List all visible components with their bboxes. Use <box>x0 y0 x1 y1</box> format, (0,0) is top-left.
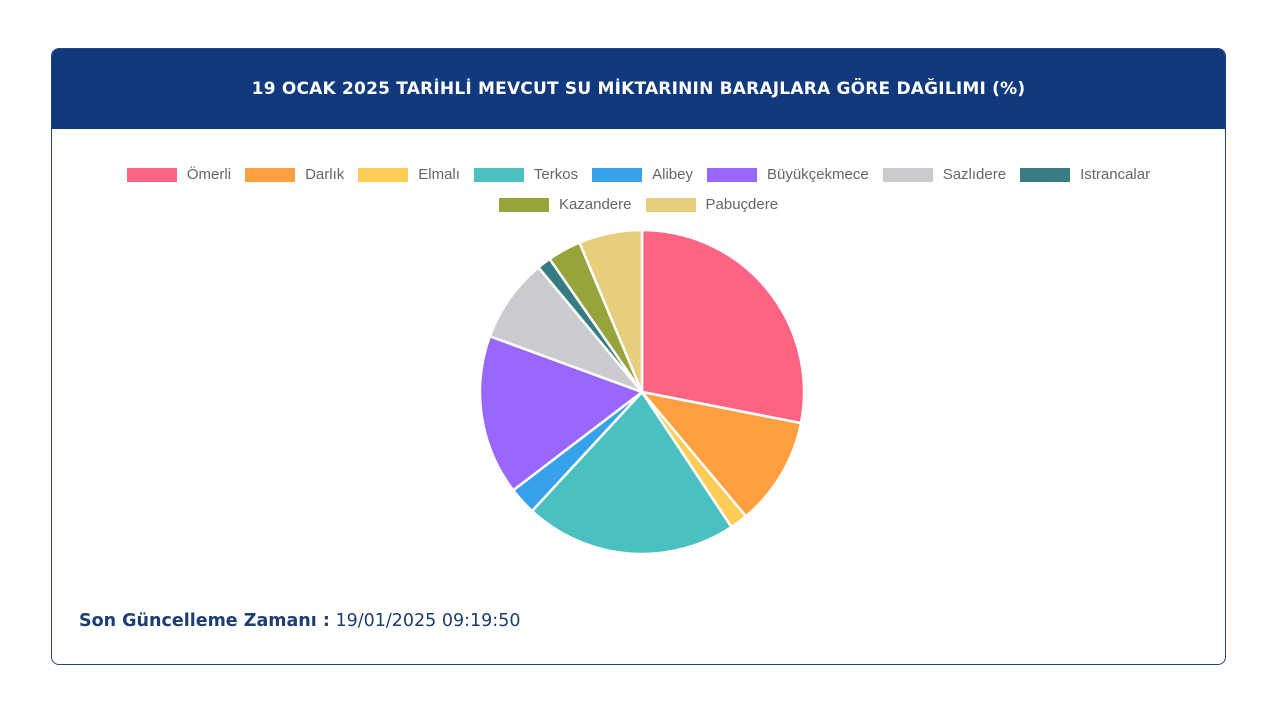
legend-item[interactable]: Terkos <box>473 165 579 184</box>
legend-item[interactable]: Alibey <box>592 165 693 184</box>
legend-item[interactable]: Istrancalar <box>1020 165 1150 184</box>
legend-item[interactable]: Pabuçdere <box>645 195 779 214</box>
legend-label: Pabuçdere <box>705 196 779 213</box>
legend-label: Istrancalar <box>1080 166 1151 183</box>
pie-slice[interactable] <box>488 266 644 394</box>
pie-chart <box>478 228 806 556</box>
legend-item[interactable]: Darlık <box>245 165 344 184</box>
pie-slice[interactable] <box>478 335 644 492</box>
legend-label: Alibey <box>652 166 693 183</box>
legend-item[interactable]: Büyükçekmece <box>706 165 869 184</box>
legend-item[interactable]: Elmalı <box>358 165 460 184</box>
legend-swatch <box>498 197 549 212</box>
legend-label: Büyükçekmece <box>766 166 869 183</box>
legend-item[interactable]: Sazlıdere <box>882 165 1007 184</box>
last-update: Son Güncelleme Zamanı : 19/01/2025 09:19… <box>79 611 520 631</box>
legend-swatch <box>882 167 933 182</box>
legend-swatch <box>473 167 524 182</box>
legend-swatch <box>245 167 296 182</box>
card-header: 19 OCAK 2025 TARİHLİ MEVCUT SU MİKTARINI… <box>52 49 1225 129</box>
legend-label: Terkos <box>533 166 579 183</box>
pie-slice[interactable] <box>640 390 803 518</box>
legend-label: Darlık <box>305 166 345 183</box>
pie-slice[interactable] <box>640 228 806 425</box>
legend-swatch <box>1020 167 1071 182</box>
legend-swatch <box>706 167 757 182</box>
chart-card: 19 OCAK 2025 TARİHLİ MEVCUT SU MİKTARINI… <box>51 48 1226 665</box>
pie-slice[interactable] <box>530 390 733 556</box>
legend-label: Ömerli <box>186 166 232 183</box>
legend-label: Elmalı <box>418 166 460 183</box>
last-update-label: Son Güncelleme Zamanı : <box>79 611 330 631</box>
pie-slice[interactable] <box>578 228 644 394</box>
legend-item[interactable]: Ömerli <box>126 165 232 184</box>
legend-swatch <box>126 167 177 182</box>
chart-title: 19 OCAK 2025 TARİHLİ MEVCUT SU MİKTARINI… <box>251 79 1026 99</box>
legend-item[interactable]: Kazandere <box>498 195 632 214</box>
legend-swatch <box>592 167 643 182</box>
legend-swatch <box>645 197 696 212</box>
last-update-timestamp: 19/01/2025 09:19:50 <box>335 611 521 631</box>
legend-label: Sazlıdere <box>942 166 1007 183</box>
legend-swatch <box>358 167 409 182</box>
chart-legend: Ömerli Darlık Elmalı Terkos Alibey Büyükçekme… <box>52 165 1225 214</box>
legend-label: Kazandere <box>558 196 632 213</box>
